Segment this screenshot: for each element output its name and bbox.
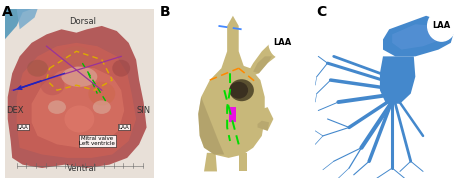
Ellipse shape <box>93 100 111 114</box>
Polygon shape <box>17 9 37 29</box>
Polygon shape <box>392 24 446 50</box>
Ellipse shape <box>62 67 97 87</box>
Text: DEX: DEX <box>6 106 24 115</box>
Polygon shape <box>5 9 154 178</box>
Text: LAA: LAA <box>17 125 28 130</box>
Text: Mitral valve
Left ventricle: Mitral valve Left ventricle <box>79 136 115 146</box>
Ellipse shape <box>27 60 48 77</box>
Polygon shape <box>383 16 454 56</box>
Polygon shape <box>32 67 124 148</box>
Polygon shape <box>198 97 224 154</box>
Circle shape <box>269 28 295 58</box>
Ellipse shape <box>41 75 64 95</box>
Ellipse shape <box>229 82 248 99</box>
Text: SIN: SIN <box>137 106 151 115</box>
Circle shape <box>428 11 456 41</box>
Ellipse shape <box>62 46 91 67</box>
Text: LAA: LAA <box>119 125 129 130</box>
Ellipse shape <box>64 105 94 132</box>
Ellipse shape <box>229 79 254 101</box>
Ellipse shape <box>88 82 115 105</box>
Polygon shape <box>247 39 282 77</box>
Polygon shape <box>380 56 415 104</box>
Polygon shape <box>204 153 217 171</box>
Polygon shape <box>257 107 273 131</box>
Text: C: C <box>317 5 327 19</box>
Polygon shape <box>253 56 272 73</box>
Polygon shape <box>257 121 269 131</box>
Polygon shape <box>8 26 146 168</box>
Polygon shape <box>239 153 247 171</box>
Ellipse shape <box>112 60 130 77</box>
Text: LAA: LAA <box>432 21 451 30</box>
Text: Dorsal: Dorsal <box>69 17 96 26</box>
Ellipse shape <box>48 100 66 114</box>
Text: B: B <box>160 5 171 19</box>
Polygon shape <box>228 107 236 122</box>
Text: Ventral: Ventral <box>67 164 97 173</box>
Polygon shape <box>198 63 264 158</box>
Polygon shape <box>17 43 136 158</box>
Polygon shape <box>5 9 32 39</box>
Text: LAA: LAA <box>273 38 291 47</box>
Polygon shape <box>221 16 245 68</box>
Text: A: A <box>2 5 13 19</box>
